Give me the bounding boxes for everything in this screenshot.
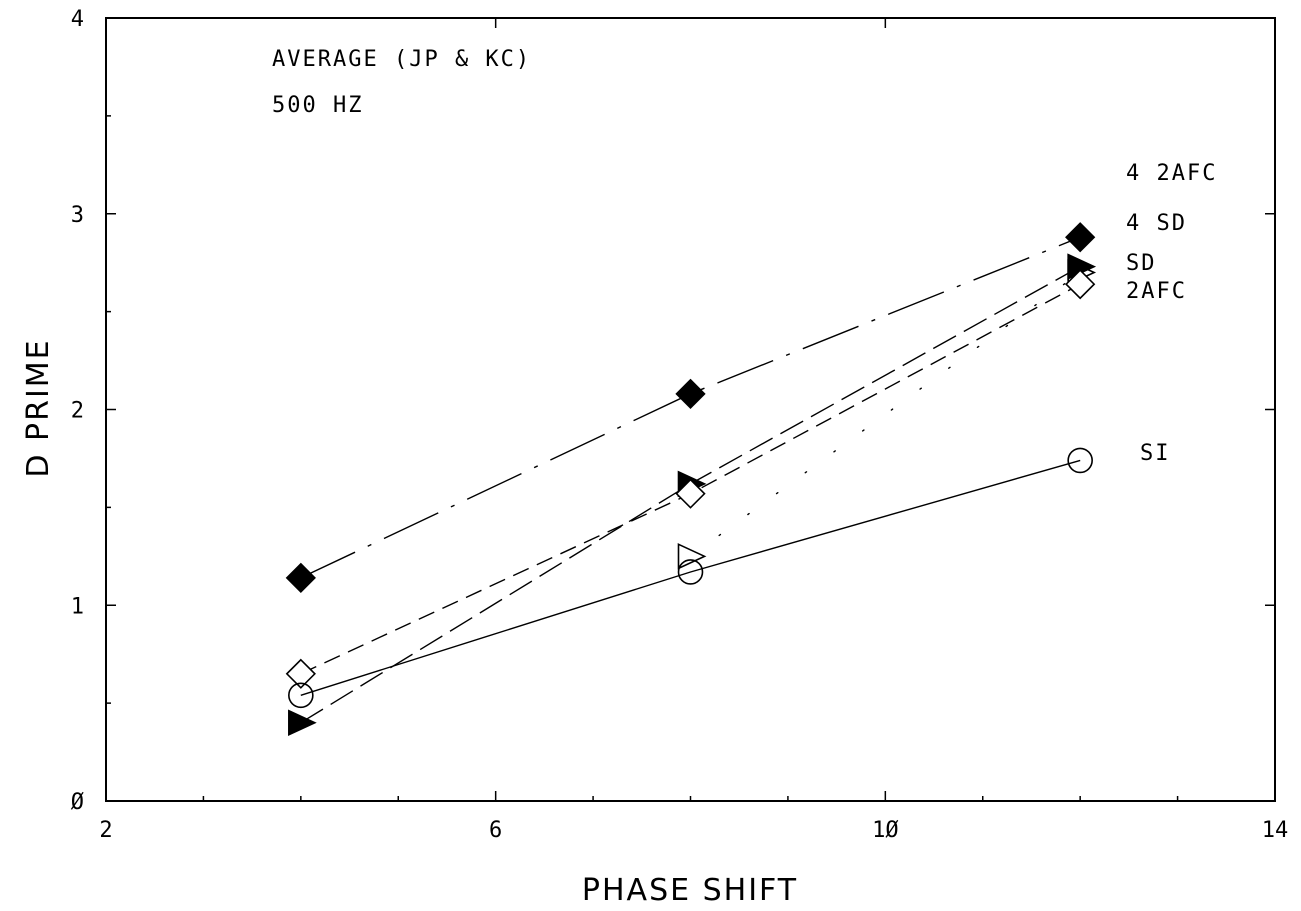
- x-tick-label: 2: [99, 818, 112, 843]
- series-label-4-sd: 4 SD: [1126, 211, 1187, 236]
- data-point-open-diamond: [285, 658, 316, 689]
- data-point-filled-triangle: [288, 709, 317, 736]
- y-axis-label: D PRIME: [21, 338, 56, 477]
- data-point-open-triangle: [677, 543, 707, 570]
- series-line-1: [300, 236, 1081, 579]
- y-tick-label: 2: [71, 399, 84, 424]
- series-label-si: SI: [1140, 441, 1171, 466]
- x-axis-label: PHASE SHIFT: [582, 873, 798, 908]
- y-tick-label: 1: [71, 594, 84, 619]
- y-tick-label: 3: [71, 203, 84, 228]
- data-point-filled-diamond: [1065, 222, 1096, 253]
- series-label-4-2afc: 4 2AFC: [1126, 161, 1217, 186]
- x-tick-label: 14: [1262, 818, 1289, 843]
- chart-title: AVERAGE (JP & KC): [272, 47, 531, 72]
- series-line-4: [300, 459, 1081, 696]
- series-markers: [285, 222, 1097, 736]
- plot-frame: [105, 17, 1276, 802]
- data-point-filled-diamond: [675, 378, 706, 409]
- data-point-open-circle: [288, 682, 314, 709]
- x-tick-label: 1Ø: [872, 818, 899, 843]
- data-point-open-circle: [1067, 447, 1093, 474]
- series-label-2afc: 2AFC: [1126, 279, 1187, 304]
- series-label-sd: SD: [1126, 251, 1157, 276]
- chart-subtitle: 500 HZ: [272, 93, 363, 118]
- data-point-filled-diamond: [285, 562, 316, 593]
- series-line-0: [689, 271, 1081, 557]
- data-point-open-diamond: [1065, 269, 1096, 300]
- y-tick-label: 4: [71, 7, 84, 32]
- x-tick-label: 6: [489, 818, 502, 843]
- data-point-open-circle: [677, 559, 704, 585]
- data-point-open-diamond: [675, 478, 706, 509]
- axes: 2 6 1Ø 14 Ø 1 2 3 4: [71, 7, 1289, 843]
- y-tick-label: Ø: [71, 790, 84, 815]
